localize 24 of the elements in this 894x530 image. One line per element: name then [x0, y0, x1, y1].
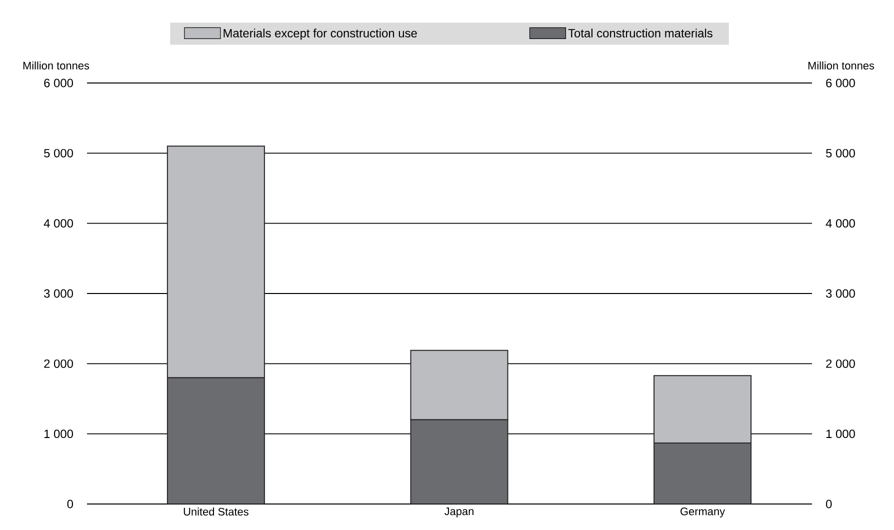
y2-axis-title: Million tonnes [808, 61, 874, 70]
bar [654, 442, 752, 504]
x-tick-label: Germany [680, 508, 726, 518]
x-tick-label: Japan [444, 508, 474, 518]
legend-label: Materials except for construction use [224, 28, 417, 40]
y2-tick-label: 5 000 [826, 148, 855, 158]
y2-tick-label: 4 000 [826, 219, 855, 228]
y-tick-label: 6 000 [44, 78, 74, 88]
y-tick-label: 5 000 [44, 148, 74, 158]
y2-tick-label: 0 [826, 500, 832, 508]
y2-tick-label: 6 000 [826, 78, 855, 88]
y2-tick-label: 2 000 [826, 359, 855, 368]
y-tick-label: 3 000 [44, 289, 74, 298]
y-tick-label: 0 [67, 500, 74, 508]
x-tick-label: United States [184, 508, 248, 516]
y-axis-title: Million tonnes [23, 61, 90, 70]
y2-tick-label: 1 000 [826, 430, 855, 438]
y2-tick-label: 3 000 [826, 289, 855, 298]
y-tick-label: 4 000 [44, 219, 74, 228]
y-tick-label: 1 000 [44, 430, 74, 438]
y-tick-label: 2 000 [44, 359, 74, 368]
bar [410, 419, 508, 504]
legend-label: Total construction materials [568, 28, 712, 38]
bar [166, 377, 265, 504]
